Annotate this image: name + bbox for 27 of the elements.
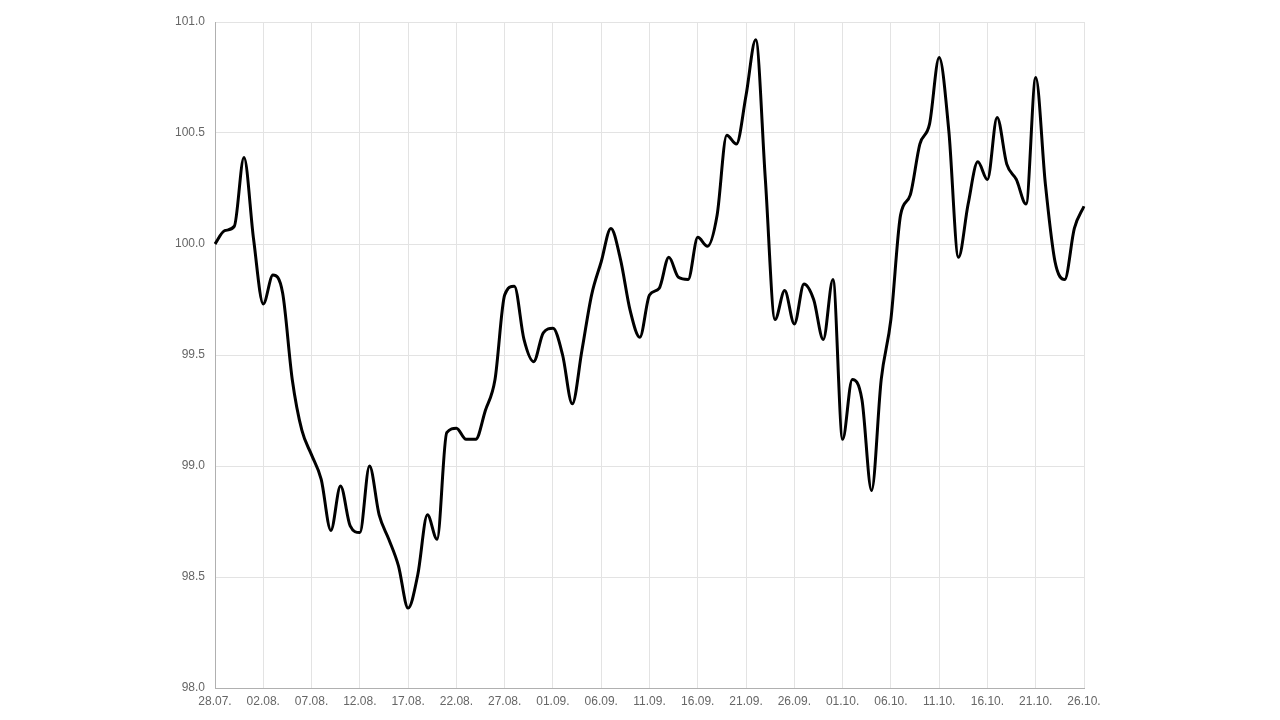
x-tick-label: 01.09. bbox=[536, 693, 570, 708]
x-tick-label: 21.10. bbox=[1019, 693, 1053, 708]
y-tick-label: 99.0 bbox=[181, 458, 206, 473]
y-tick-label: 100.0 bbox=[174, 236, 206, 251]
x-tick-label: 11.10. bbox=[922, 693, 956, 708]
x-tick-label: 26.10. bbox=[1067, 693, 1101, 708]
x-tick-label: 17.08. bbox=[391, 693, 425, 708]
x-tick-label: 16.09. bbox=[681, 693, 715, 708]
x-tick-label: 07.08. bbox=[294, 693, 329, 708]
y-tick-label: 98.5 bbox=[181, 569, 206, 584]
x-tick-label: 22.08. bbox=[439, 693, 474, 708]
x-tick-label: 27.08. bbox=[487, 693, 522, 708]
x-tick-label: 11.09. bbox=[633, 693, 666, 708]
y-tick-label: 100.5 bbox=[174, 125, 206, 140]
x-tick-label: 12.08. bbox=[343, 693, 377, 708]
x-tick-label: 26.09. bbox=[777, 693, 812, 708]
x-tick-label: 02.08. bbox=[246, 693, 280, 708]
x-tick-label: 06.09. bbox=[584, 693, 618, 708]
line-series bbox=[213, 38, 1086, 610]
y-tick-label: 101.0 bbox=[174, 14, 206, 29]
y-tick-label: 99.5 bbox=[181, 347, 206, 362]
x-tick-label: 16.10. bbox=[970, 693, 1005, 708]
x-tick-label: 21.09. bbox=[729, 693, 763, 708]
x-tick-label: 28.07. bbox=[198, 693, 232, 708]
x-tick-label: 06.10. bbox=[874, 693, 908, 708]
y-tick-label: 98.0 bbox=[181, 680, 206, 695]
x-tick-label: 01.10. bbox=[825, 693, 860, 708]
